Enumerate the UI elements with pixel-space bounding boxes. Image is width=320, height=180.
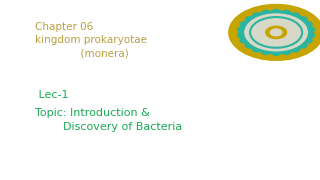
Circle shape [246, 12, 252, 16]
Circle shape [313, 24, 319, 27]
Text: Lec-1: Lec-1 [35, 90, 68, 100]
Circle shape [279, 6, 285, 10]
Circle shape [267, 55, 273, 58]
Circle shape [267, 6, 273, 10]
Circle shape [233, 24, 239, 27]
Circle shape [229, 4, 320, 60]
Text: Topic: Introduction &
        Discovery of Bacteria: Topic: Introduction & Discovery of Bacte… [35, 108, 182, 132]
Circle shape [290, 53, 297, 57]
Circle shape [313, 37, 319, 41]
Circle shape [233, 37, 239, 41]
Circle shape [245, 14, 307, 51]
Circle shape [256, 53, 262, 57]
Circle shape [231, 31, 237, 34]
Circle shape [300, 49, 307, 53]
Circle shape [256, 8, 262, 12]
Circle shape [238, 44, 244, 48]
Text: Chapter 06
kingdom prokaryotae
              (monera): Chapter 06 kingdom prokaryotae (monera) [35, 22, 147, 59]
Circle shape [270, 29, 282, 36]
Circle shape [266, 26, 286, 39]
Circle shape [237, 10, 315, 55]
Circle shape [279, 55, 285, 58]
Circle shape [290, 8, 297, 12]
Circle shape [238, 17, 244, 21]
Circle shape [308, 44, 314, 48]
Circle shape [308, 17, 314, 21]
Circle shape [246, 49, 252, 53]
Circle shape [315, 31, 320, 34]
Circle shape [300, 12, 307, 16]
